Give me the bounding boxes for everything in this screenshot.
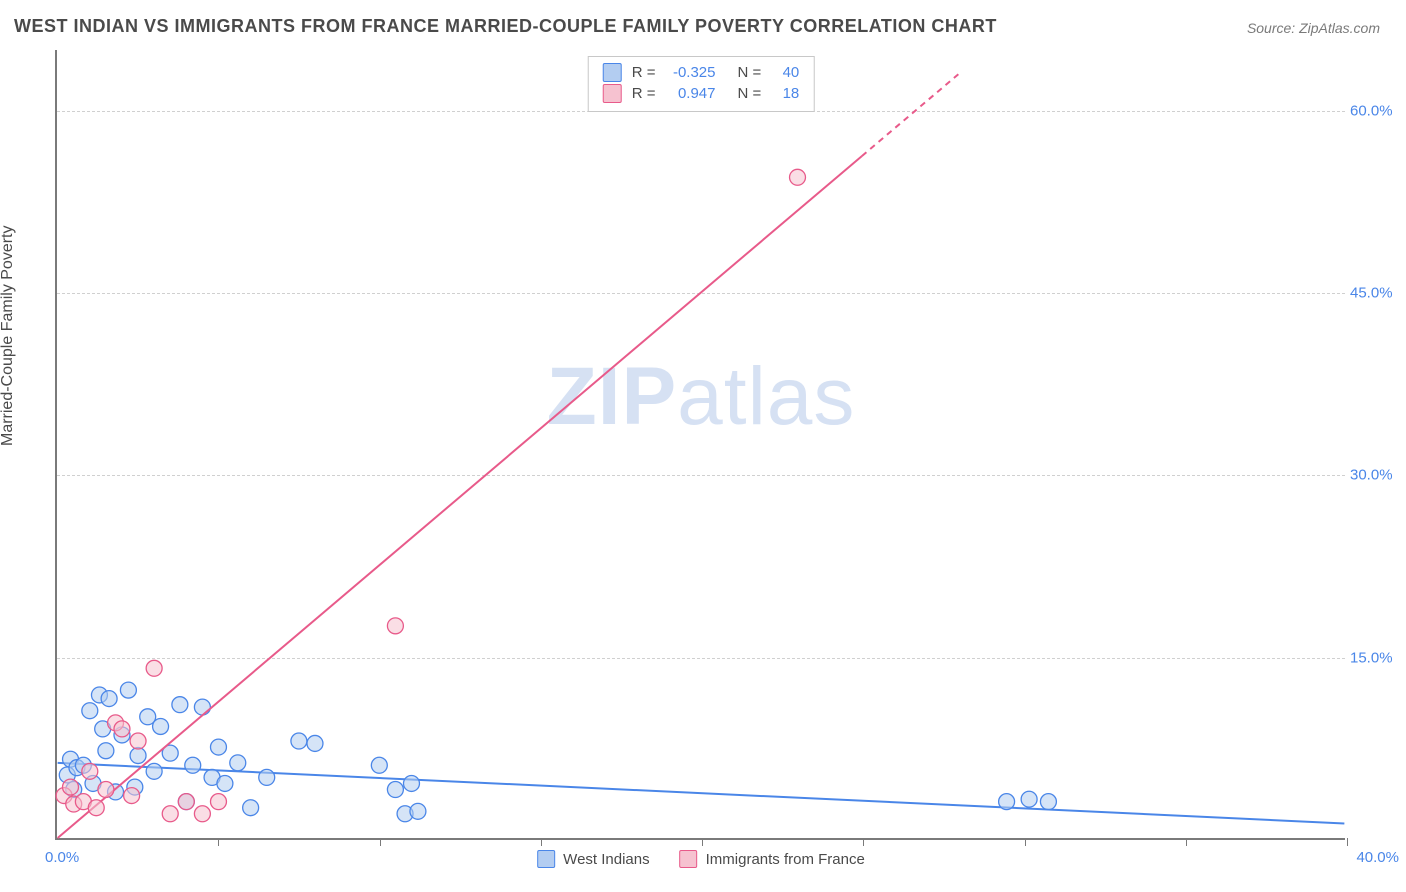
data-point xyxy=(999,794,1015,810)
data-point xyxy=(130,748,146,764)
data-point xyxy=(307,735,323,751)
regression-line xyxy=(58,156,862,838)
data-point xyxy=(404,775,420,791)
y-tick-label: 15.0% xyxy=(1350,649,1405,666)
legend-label: Immigrants from France xyxy=(706,851,865,868)
data-point xyxy=(243,800,259,816)
x-tick xyxy=(380,838,381,846)
regression-line-dashed xyxy=(862,74,959,156)
data-point xyxy=(114,721,130,737)
data-point xyxy=(1021,791,1037,807)
data-point xyxy=(172,697,188,713)
legend-bottom: West Indians Immigrants from France xyxy=(537,850,865,868)
data-point xyxy=(230,755,246,771)
data-point xyxy=(194,699,210,715)
y-tick-label: 45.0% xyxy=(1350,285,1405,302)
y-axis-label: Married-Couple Family Poverty xyxy=(0,225,17,446)
data-point xyxy=(210,739,226,755)
legend-label: West Indians xyxy=(563,851,649,868)
data-point xyxy=(291,733,307,749)
data-point xyxy=(101,691,117,707)
data-point xyxy=(178,794,194,810)
data-point xyxy=(82,703,98,719)
data-point xyxy=(124,788,140,804)
data-point xyxy=(162,806,178,822)
data-point xyxy=(410,803,426,819)
legend-swatch xyxy=(680,850,698,868)
data-point xyxy=(259,769,275,785)
x-tick xyxy=(863,838,864,846)
data-point xyxy=(1040,794,1056,810)
legend-item: West Indians xyxy=(537,850,649,868)
plot-area: ZIPatlas 15.0%30.0%45.0%60.0% 0.0% 40.0%… xyxy=(55,50,1345,840)
data-point xyxy=(98,782,114,798)
data-point xyxy=(210,794,226,810)
data-point xyxy=(194,806,210,822)
data-point xyxy=(82,763,98,779)
x-tick xyxy=(1025,838,1026,846)
x-axis-min-label: 0.0% xyxy=(45,849,79,866)
data-point xyxy=(146,763,162,779)
y-tick-label: 60.0% xyxy=(1350,102,1405,119)
data-point xyxy=(153,718,169,734)
data-point xyxy=(790,169,806,185)
x-tick xyxy=(1347,838,1348,846)
x-tick xyxy=(541,838,542,846)
scatter-plot-svg xyxy=(57,50,1345,838)
data-point xyxy=(88,800,104,816)
legend-swatch xyxy=(603,84,622,103)
stats-row: R = 0.947N =18 xyxy=(603,84,800,103)
data-point xyxy=(387,618,403,634)
data-point xyxy=(387,782,403,798)
stats-row: R =-0.325N =40 xyxy=(603,63,800,82)
data-point xyxy=(185,757,201,773)
data-point xyxy=(371,757,387,773)
data-point xyxy=(130,733,146,749)
legend-swatch xyxy=(537,850,555,868)
legend-item: Immigrants from France xyxy=(680,850,865,868)
x-tick xyxy=(702,838,703,846)
data-point xyxy=(217,775,233,791)
data-point xyxy=(120,682,136,698)
y-tick-label: 30.0% xyxy=(1350,467,1405,484)
data-point xyxy=(98,743,114,759)
correlation-stats-legend: R =-0.325N =40 R = 0.947N =18 xyxy=(588,56,815,112)
x-axis-max-label: 40.0% xyxy=(1356,849,1399,866)
legend-swatch xyxy=(603,63,622,82)
data-point xyxy=(146,660,162,676)
x-tick xyxy=(1186,838,1187,846)
x-tick xyxy=(218,838,219,846)
data-point xyxy=(63,779,79,795)
source-attribution: Source: ZipAtlas.com xyxy=(1247,20,1380,36)
chart-title: WEST INDIAN VS IMMIGRANTS FROM FRANCE MA… xyxy=(14,16,997,37)
